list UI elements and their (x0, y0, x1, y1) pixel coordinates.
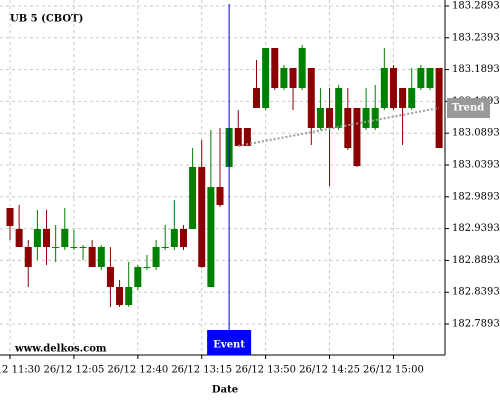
candle-body (161, 246, 169, 248)
candle-body (307, 67, 315, 128)
candle-body (189, 166, 197, 229)
candle-body (116, 287, 124, 306)
candle-body (198, 166, 206, 267)
watermark: www.delkos.com (14, 344, 107, 355)
y-tick-label: 183.0393 (452, 160, 500, 171)
candle-body (353, 108, 361, 167)
candle-body (61, 228, 69, 247)
candle-body (371, 108, 379, 128)
x-tick-label: 26/12 11:30 (0, 365, 40, 376)
y-tick-label: 182.8893 (452, 255, 500, 266)
candle-body (216, 187, 224, 206)
y-tick-label: 182.9393 (452, 223, 500, 234)
candle-body (97, 246, 105, 267)
x-tick-label: 26/12 13:15 (171, 365, 232, 376)
candle-body (271, 48, 279, 88)
y-tick-label: 183.2893 (452, 0, 500, 11)
x-tick-label: 26/12 12:40 (107, 365, 168, 376)
candle-body (389, 67, 397, 109)
y-tick-label: 182.9893 (452, 191, 500, 202)
candle-body (298, 48, 306, 88)
candle-body (207, 187, 215, 288)
candle-body (289, 67, 297, 88)
candle-body (179, 228, 187, 247)
trend-badge (447, 98, 490, 119)
candle-body (326, 108, 334, 128)
candle-body (143, 266, 151, 268)
candle-body (234, 127, 242, 146)
candle-body (316, 108, 324, 128)
candle-body (79, 246, 87, 248)
candle-body (52, 246, 60, 248)
candle-body (106, 266, 114, 288)
candle-body (253, 87, 261, 109)
candle-body (70, 246, 78, 248)
x-axis-label: Date (212, 385, 238, 396)
candle-body (280, 67, 288, 88)
candle-body (125, 287, 133, 306)
candle-body (417, 67, 425, 88)
candle-body (24, 246, 32, 267)
chart-title: UB 5 (CBOT) (10, 14, 83, 25)
y-tick-label: 183.2393 (452, 32, 500, 43)
candle-body (170, 228, 178, 247)
candle-body (344, 108, 352, 149)
y-tick-label: 182.7893 (452, 319, 500, 330)
candle-body (33, 228, 41, 247)
x-tick-label: 26/12 14:25 (299, 365, 360, 376)
candle-body (362, 108, 370, 128)
candle-body (243, 127, 251, 146)
candle-body (15, 228, 23, 247)
candle-body (262, 48, 270, 109)
x-tick-label: 26/12 15:00 (363, 365, 424, 376)
x-tick-label: 26/12 13:50 (235, 365, 296, 376)
candle-body (408, 87, 416, 109)
y-tick-label: 182.8393 (452, 287, 500, 298)
candle-body (88, 246, 96, 267)
candle-body (399, 87, 407, 109)
event-badge (207, 330, 252, 355)
candle-body (152, 246, 160, 267)
x-tick-label: 26/12 12:05 (43, 365, 104, 376)
candle-body (380, 67, 388, 109)
candle-body (43, 228, 51, 247)
event-label: Event (213, 340, 245, 351)
candle-body (134, 266, 142, 288)
candle-body (335, 87, 343, 128)
y-tick-label: 183.1893 (452, 64, 500, 75)
candle-body (426, 67, 434, 88)
candle-body (6, 208, 14, 227)
trend-label: Trend (452, 103, 485, 114)
y-tick-label: 183.0893 (452, 128, 500, 139)
